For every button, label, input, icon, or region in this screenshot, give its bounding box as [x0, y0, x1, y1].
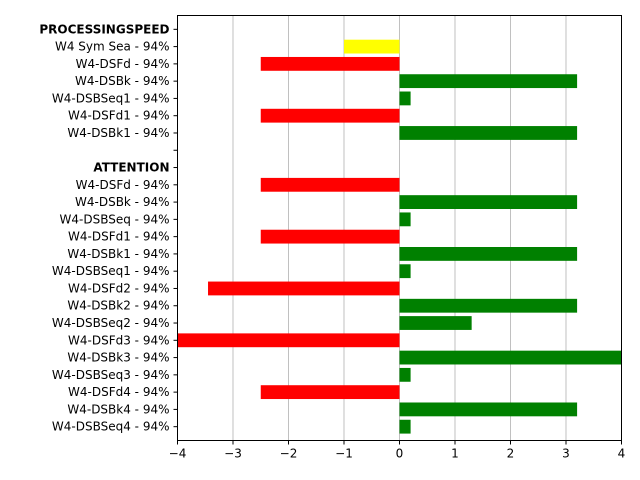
category-label: W4-DSBk1 - 94%: [67, 247, 169, 261]
category-label: W4-DSBSeq3 - 94%: [52, 368, 170, 382]
category-label: W4-DSFd - 94%: [76, 57, 170, 71]
bar: [399, 74, 578, 89]
category-label: W4-DSBSeq - 94%: [60, 212, 170, 226]
category-label: W4-DSBSeq2 - 94%: [52, 316, 170, 330]
bar: [177, 333, 400, 348]
x-axis: −4 −3 −2 −1 0 1 2 3 4: [169, 440, 626, 461]
category-label: W4-DSFd4 - 94%: [68, 385, 169, 399]
bar: [344, 39, 400, 54]
x-tick-label: −1: [335, 447, 353, 461]
x-tick-label: 4: [618, 447, 626, 461]
bar: [399, 419, 411, 434]
category-header-label: ATTENTION: [93, 161, 169, 175]
bar: [399, 367, 411, 382]
category-label: W4 Sym Sea - 94%: [55, 40, 170, 54]
x-tick-label: −3: [224, 447, 242, 461]
category-label: W4-DSBSeq1 - 94%: [52, 91, 170, 105]
bar: [399, 298, 578, 313]
category-label: W4-DSBk1 - 94%: [67, 126, 169, 140]
x-tick-label: −2: [280, 447, 298, 461]
x-tick-label: 2: [507, 447, 515, 461]
category-label: W4-DSBk - 94%: [75, 195, 170, 209]
x-tick-label: 0: [396, 447, 404, 461]
bars: [177, 39, 622, 434]
category-label: W4-DSBk4 - 94%: [67, 402, 169, 416]
bar: [260, 229, 400, 244]
category-label: W4-DSBSeq4 - 94%: [52, 420, 170, 434]
bar: [399, 247, 578, 261]
category-label: W4-DSBSeq1 - 94%: [52, 264, 170, 278]
bar: [399, 91, 411, 106]
y-axis: PROCESSINGSPEED W4 Sym Sea - 94% W4-DSFd -…: [39, 22, 178, 434]
category-label: W4-DSFd1 - 94%: [68, 230, 169, 244]
category-label: W4-DSFd2 - 94%: [68, 281, 169, 295]
category-label: W4-DSFd - 94%: [76, 178, 170, 192]
category-label: W4-DSBk - 94%: [75, 74, 170, 88]
category-label: W4-DSFd3 - 94%: [68, 333, 169, 347]
bar: [260, 56, 400, 71]
x-tick-label: 1: [451, 447, 459, 461]
x-tick-label: 3: [562, 447, 570, 461]
category-label: W4-DSBk2 - 94%: [67, 299, 169, 313]
bar: [260, 177, 400, 192]
bar: [260, 108, 400, 123]
bar: [260, 385, 400, 400]
x-tick-label: −4: [169, 447, 187, 461]
bar: [399, 264, 411, 279]
category-label: W4-DSFd1 - 94%: [68, 109, 169, 123]
category-header-label: PROCESSINGSPEED: [39, 22, 169, 36]
bar: [399, 402, 578, 417]
bar: [399, 316, 472, 330]
bar: [399, 126, 578, 140]
bar: [399, 350, 622, 365]
bar: [399, 212, 411, 227]
bar: [399, 195, 578, 209]
category-label: W4-DSBk3 - 94%: [67, 351, 169, 365]
bar: [208, 281, 400, 296]
